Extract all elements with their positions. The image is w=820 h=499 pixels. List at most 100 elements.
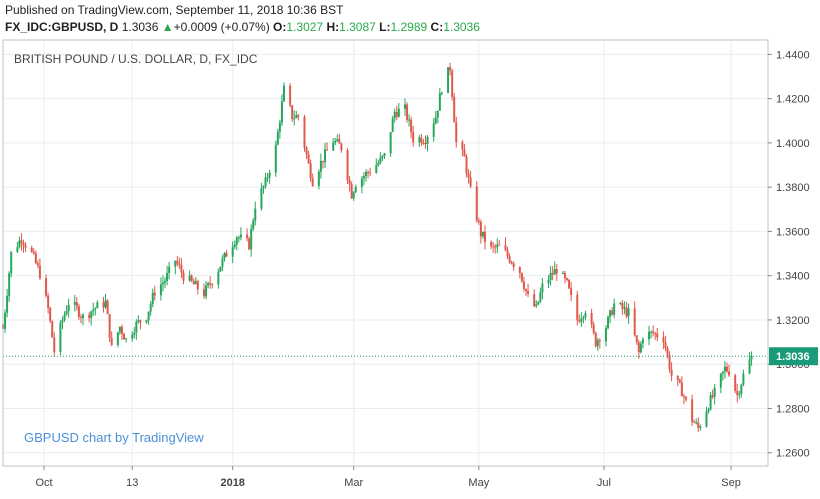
candle-up xyxy=(231,247,234,257)
candle-up xyxy=(293,118,296,120)
candle-up xyxy=(360,178,363,188)
candle-up xyxy=(8,273,11,296)
candle-up xyxy=(254,208,257,221)
candle-up xyxy=(553,268,556,275)
candle-down xyxy=(570,288,573,295)
candle-down xyxy=(453,96,456,123)
candle-up xyxy=(194,281,197,285)
candle-up xyxy=(440,92,443,94)
high-label: H: xyxy=(326,20,340,34)
candles xyxy=(2,62,753,433)
candle-up xyxy=(604,328,607,342)
x-tick-label: May xyxy=(468,477,489,489)
candle-up xyxy=(63,314,66,320)
candle-up xyxy=(481,231,484,237)
candle-down xyxy=(697,422,700,428)
candle-down xyxy=(422,142,425,144)
candle-down xyxy=(24,245,27,248)
candle-down xyxy=(367,171,370,173)
x-tick-label: 2018 xyxy=(220,477,244,489)
candle-up xyxy=(362,176,365,179)
candle-up xyxy=(379,157,382,163)
candle-up xyxy=(336,139,339,141)
candle-up xyxy=(383,153,386,156)
last-price: 1.3036 xyxy=(121,20,159,34)
candle-up xyxy=(695,422,698,424)
candle-down xyxy=(680,382,683,397)
candle-up xyxy=(426,136,429,144)
candle-down xyxy=(518,266,521,274)
candle-down xyxy=(47,295,50,308)
candle-up xyxy=(6,295,9,313)
candle-down xyxy=(490,241,493,247)
y-tick-label: 1.4000 xyxy=(776,138,810,150)
low-label: L: xyxy=(379,20,391,34)
candle-up xyxy=(750,356,753,360)
candle-down xyxy=(664,342,667,349)
y-tick-label: 1.3600 xyxy=(776,226,810,238)
candle-down xyxy=(209,283,212,285)
candle-down xyxy=(475,186,478,221)
candle-down xyxy=(461,142,464,150)
candle-down xyxy=(524,289,527,292)
candle-up xyxy=(619,303,622,305)
candle-up xyxy=(239,234,242,238)
candle-down xyxy=(106,300,109,315)
candle-down xyxy=(625,307,628,317)
candle-up xyxy=(648,331,651,340)
candle-up xyxy=(723,366,726,372)
candle-up xyxy=(73,302,76,305)
candle-down xyxy=(326,149,329,151)
candle-down xyxy=(202,289,205,297)
candle-down xyxy=(465,156,468,174)
candle-up xyxy=(118,326,121,333)
published-line: Published on TradingView.com, September … xyxy=(5,3,344,17)
candle-down xyxy=(77,306,80,318)
candle-down xyxy=(555,268,558,274)
candle-down xyxy=(303,116,306,148)
grid xyxy=(3,40,768,466)
candle-down xyxy=(551,272,554,275)
candle-down xyxy=(211,284,214,286)
candle-up xyxy=(381,155,384,158)
candle-up xyxy=(596,340,599,347)
candle-up xyxy=(116,332,119,346)
time-axis[interactable]: Oct 13 2018 Mar May Jul Sep xyxy=(35,466,741,489)
candle-up xyxy=(699,426,702,428)
x-tick-label: Oct xyxy=(35,477,52,489)
candle-up xyxy=(168,266,171,273)
candle-up xyxy=(609,310,612,317)
candle-down xyxy=(477,220,480,222)
candle-up xyxy=(65,311,68,315)
candle-down xyxy=(510,261,513,264)
candle-up xyxy=(10,251,13,274)
ohlc-bar: FX_IDC:GBPUSD, D 1.3036 ▲+0.0009 (+0.07%… xyxy=(5,20,480,34)
candle-down xyxy=(178,263,181,266)
candle-down xyxy=(527,291,530,295)
candle-up xyxy=(59,322,62,352)
candle-up xyxy=(131,334,134,339)
candle-up xyxy=(719,373,722,388)
candle-up xyxy=(748,359,751,374)
price-axis[interactable]: 1.4400 1.4200 1.4000 1.3800 1.3600 1.3400 1.32… xyxy=(768,49,810,460)
candle-down xyxy=(469,177,472,187)
candle-up xyxy=(391,118,394,133)
candle-up xyxy=(235,237,238,245)
candle-down xyxy=(79,317,82,319)
candle-up xyxy=(535,304,538,307)
candle-down xyxy=(291,105,294,120)
candle-down xyxy=(75,302,78,307)
y-tick-label: 1.3200 xyxy=(776,315,810,327)
candle-down xyxy=(246,234,249,239)
candle-down xyxy=(289,85,292,106)
candle-down xyxy=(678,379,681,383)
candle-down xyxy=(321,160,324,163)
close-label: C: xyxy=(430,20,444,34)
candle-up xyxy=(418,137,421,143)
last-price-tag: 1.3036 xyxy=(769,347,818,366)
candle-down xyxy=(338,139,341,144)
candle-down xyxy=(110,337,113,346)
low-value: 1.2989 xyxy=(390,20,428,34)
candle-down xyxy=(654,333,657,335)
